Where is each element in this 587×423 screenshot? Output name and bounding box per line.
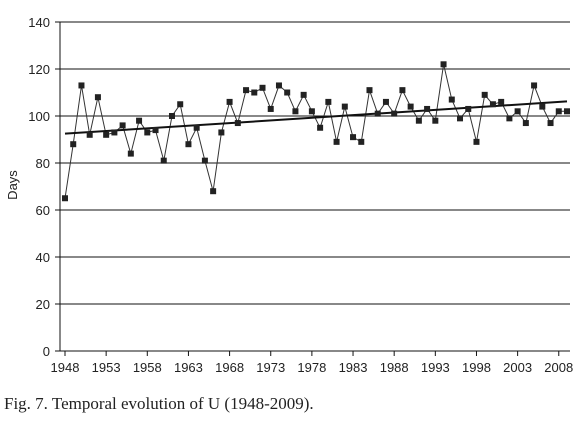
data-point-1992 [424,105,431,112]
x-tick-label-1963: 1963 [174,360,203,375]
data-point-1976 [292,108,299,115]
y-tick-label-120: 120 [28,62,50,77]
data-point-1990 [407,103,414,110]
data-point-1948 [62,195,68,202]
data-point-1956 [127,150,134,157]
data-point-2001 [498,98,505,105]
data-point-1996 [457,115,464,122]
data-point-1955 [119,122,126,129]
y-tick-label-140: 140 [28,15,50,30]
data-point-1975 [284,89,291,96]
data-point-1962 [177,101,184,108]
data-point-1987 [382,98,389,105]
gridlines [60,21,570,305]
series-polyline [64,64,567,199]
data-point-2009 [564,108,570,115]
data-point-1952 [94,94,101,101]
data-point-2003 [514,108,521,115]
data-point-1988 [391,110,398,117]
x-tick-label-2003: 2003 [503,360,532,375]
trendline [64,100,568,135]
x-tick-label-1983: 1983 [339,360,368,375]
data-point-1950 [78,82,85,89]
data-point-1983 [350,134,357,141]
data-point-2000 [489,101,496,108]
y-tick-label-80: 80 [36,156,50,171]
data-point-1981 [333,138,340,145]
data-point-1974 [275,82,282,89]
data-point-1968 [226,98,233,105]
data-point-1957 [136,117,143,124]
x-tick-labels: 1948 1953 1958 1963 1968 1973 1978 1983 1988 1993… [51,360,574,375]
data-point-1953 [103,131,110,138]
x-tick-label-1993: 1993 [421,360,450,375]
data-point-1951 [86,131,93,138]
y-tick-label-0: 0 [43,344,50,359]
data-point-1961 [168,113,175,119]
x-tick-label-1953: 1953 [92,360,121,375]
data-point-2007 [547,120,554,127]
data-point-2002 [506,115,513,122]
data-point-1958 [144,129,151,136]
data-point-1989 [399,87,406,94]
x-tick-label-1973: 1973 [256,360,285,375]
data-point-1982 [341,103,348,110]
data-point-1973 [267,105,274,112]
data-point-1999 [481,91,488,98]
data-point-1966 [210,188,217,195]
x-tick-label-1958: 1958 [133,360,162,375]
data-point-1954 [111,129,118,136]
data-point-1985 [366,87,373,94]
data-point-1977 [300,91,307,98]
x-tick-label-1998: 1998 [462,360,491,375]
y-tick-label-40: 40 [36,250,50,265]
data-point-1995 [448,96,455,103]
y-tick-label-20: 20 [36,297,50,312]
axes [55,21,570,356]
data-point-1970 [243,87,250,94]
data-point-1967 [218,129,225,136]
data-point-1978 [308,108,315,115]
y-tick-label-100: 100 [28,109,50,124]
data-point-2006 [539,103,546,110]
trendline-line [64,100,568,135]
x-tick-label-1978: 1978 [297,360,326,375]
data-point-1984 [358,138,365,145]
y-tick-labels: 0 20 40 60 80 100 120 140 [28,15,50,359]
data-point-1972 [259,84,266,91]
y-tick-label-60: 60 [36,203,50,218]
data-point-1949 [70,141,77,148]
data-point-1971 [251,89,258,96]
data-point-1993 [432,117,439,124]
data-point-1998 [473,138,480,145]
data-point-1969 [234,120,241,127]
x-tick-label-2008: 2008 [544,360,573,375]
data-point-1963 [185,141,192,148]
data-point-1960 [160,157,167,164]
data-point-1964 [193,124,200,131]
data-points [62,61,570,202]
data-point-1997 [465,105,472,112]
data-point-1980 [325,98,332,105]
data-point-2008 [555,108,562,115]
data-point-1979 [317,124,324,131]
x-tick-label-1968: 1968 [215,360,244,375]
data-point-1991 [415,117,422,124]
data-point-1994 [440,61,447,68]
figure-caption: Fig. 7. Temporal evolution of U (1948-20… [4,394,314,413]
data-point-1965 [201,157,208,164]
data-point-1986 [374,110,381,117]
data-point-2004 [522,120,529,127]
series-line [64,64,567,199]
x-tick-label-1988: 1988 [380,360,409,375]
x-tick-label-1948: 1948 [51,360,80,375]
y-axis-title: Days [5,170,20,200]
data-point-1959 [152,127,159,134]
data-point-2005 [531,82,538,89]
